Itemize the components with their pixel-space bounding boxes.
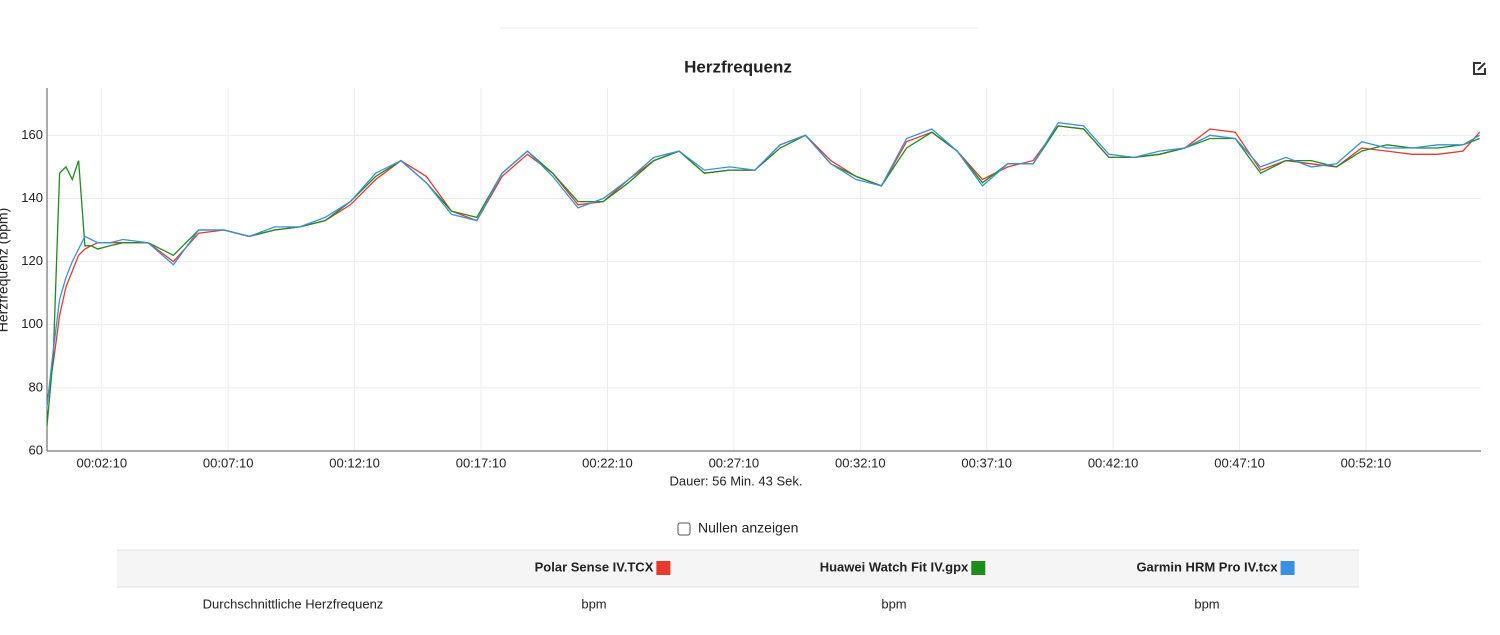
y-tick-label: 60 xyxy=(29,442,43,457)
legend-swatch xyxy=(971,561,986,575)
x-axis-label: Dauer: 56 Min. 43 Sek. xyxy=(670,473,803,488)
table-column-header: Huawei Watch Fit IV.gpx xyxy=(820,559,969,574)
y-axis-label: Herzfrequenz (bpm) xyxy=(0,208,11,333)
y-tick-label: 80 xyxy=(29,379,43,394)
table-column-header: Garmin HRM Pro IV.tcx xyxy=(1136,559,1278,574)
x-tick-label: 00:12:10 xyxy=(329,455,380,470)
x-tick-label: 00:22:10 xyxy=(582,455,633,470)
x-tick-label: 00:27:10 xyxy=(709,455,760,470)
legend-swatch xyxy=(656,561,671,575)
series-line xyxy=(46,122,1481,407)
x-tick-label: 00:42:10 xyxy=(1088,455,1139,470)
series-line xyxy=(46,125,1481,404)
x-tick-label: 00:37:10 xyxy=(961,455,1012,470)
table-header xyxy=(117,550,1359,587)
y-tick-label: 100 xyxy=(21,316,43,331)
x-tick-label: 00:07:10 xyxy=(203,455,254,470)
table-row-label: Durchschnittliche Herzfrequenz xyxy=(203,596,384,611)
edit-icon-pen[interactable] xyxy=(1477,62,1486,71)
legend-swatch xyxy=(1280,561,1295,575)
table-cell: bpm xyxy=(881,596,906,611)
checkbox-label[interactable]: Nullen anzeigen xyxy=(698,520,798,536)
y-tick-label: 160 xyxy=(21,127,43,142)
x-tick-label: 00:47:10 xyxy=(1214,455,1265,470)
table-column-header: Polar Sense IV.TCX xyxy=(535,559,654,574)
y-tick-label: 120 xyxy=(21,253,43,268)
table-cell: bpm xyxy=(581,596,606,611)
x-tick-label: 00:02:10 xyxy=(76,455,127,470)
x-tick-label: 00:17:10 xyxy=(456,455,507,470)
chart-title: Herzfrequenz xyxy=(684,57,792,76)
y-tick-label: 140 xyxy=(21,190,43,205)
table-cell: bpm xyxy=(1194,596,1219,611)
edit-icon[interactable] xyxy=(1473,62,1486,75)
edit-icon-box[interactable] xyxy=(1473,62,1486,75)
x-tick-label: 00:52:10 xyxy=(1341,455,1392,470)
series-line xyxy=(46,125,1480,426)
checkbox[interactable] xyxy=(677,522,691,536)
x-tick-label: 00:32:10 xyxy=(835,455,886,470)
